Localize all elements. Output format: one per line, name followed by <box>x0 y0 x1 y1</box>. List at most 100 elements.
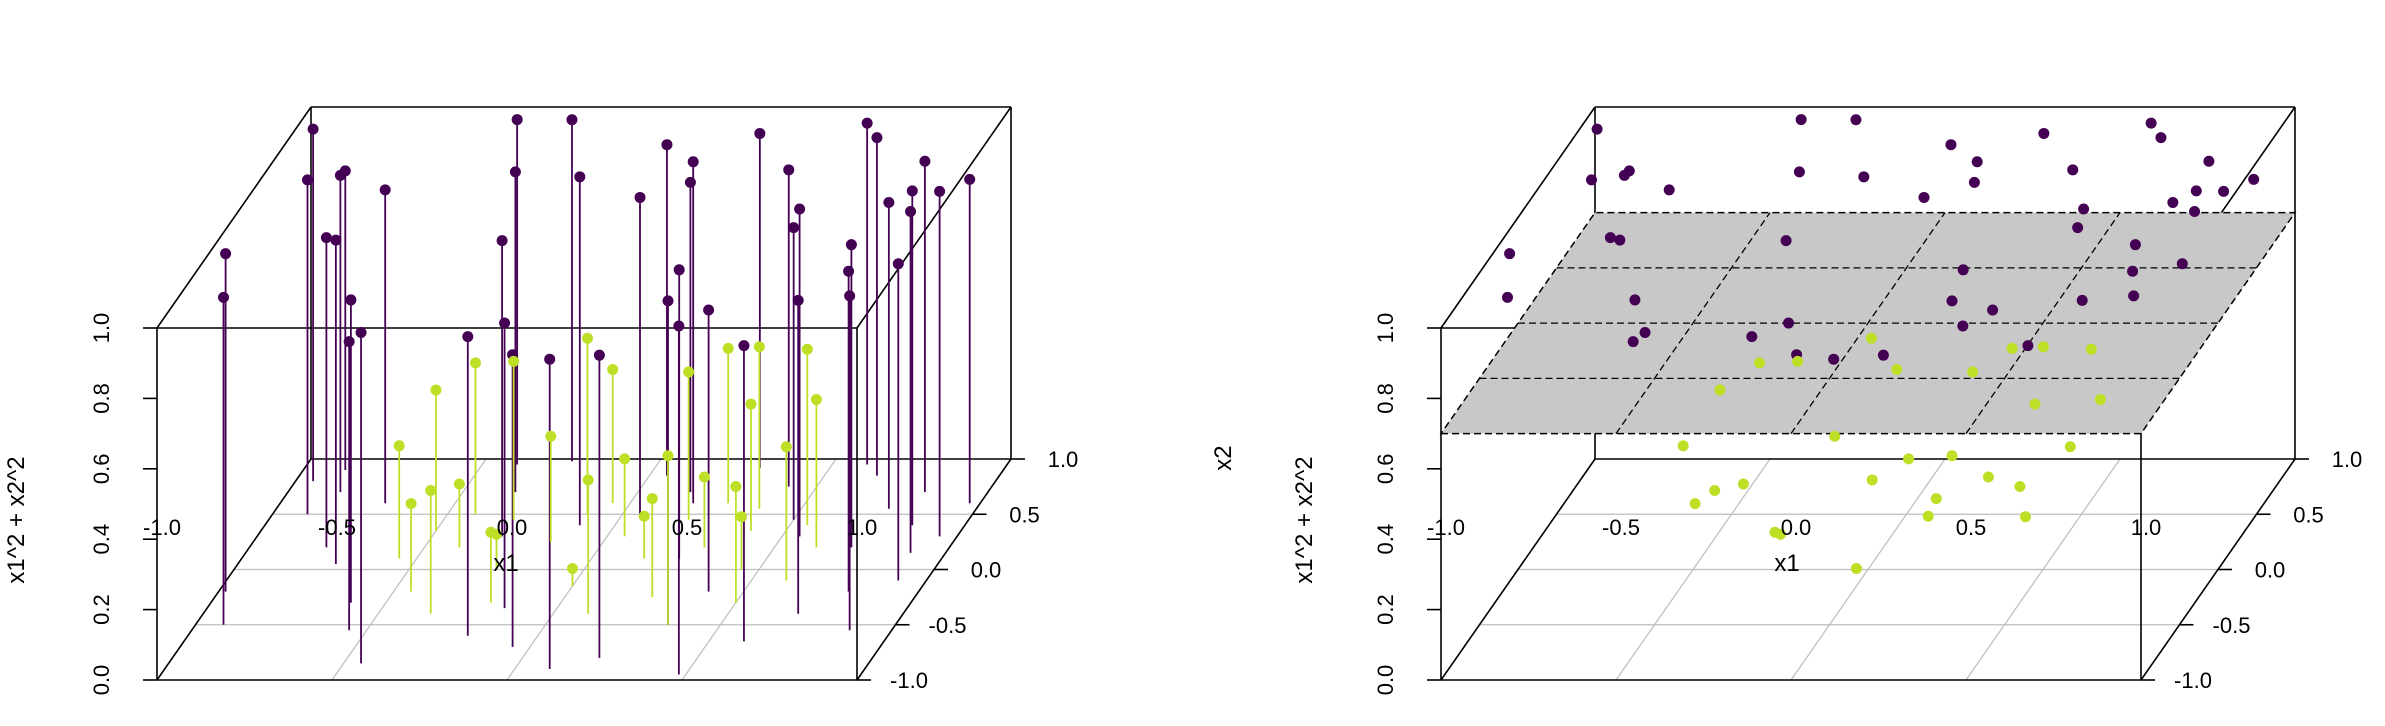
data-point <box>343 336 355 348</box>
data-point <box>844 290 856 302</box>
data-point <box>1957 264 1969 276</box>
data-point <box>1946 295 1958 307</box>
data-point <box>2128 290 2140 302</box>
data-point <box>1866 332 1877 344</box>
data-point <box>2189 205 2201 217</box>
panel-separating-plane: -1.0 -0.5 0.0 0.5 1.0 -1.0 -0.5 0.0 0.5 1.0 0.0 0.2… <box>1210 106 2362 695</box>
z-tick-label: 0.8 <box>89 383 114 414</box>
data-point <box>379 184 391 196</box>
data-point <box>619 453 631 465</box>
z-tick-label: 0.6 <box>1373 454 1398 485</box>
x-tick-label: 0.5 <box>672 515 703 540</box>
data-point <box>1957 320 1969 332</box>
z-tick-label: 0.4 <box>1373 524 1398 555</box>
box-edge <box>1440 106 1596 329</box>
data-point <box>646 493 658 505</box>
x-axis-ticks: -1.0 -0.5 0.0 0.5 1.0 <box>1427 515 2161 540</box>
series-0 <box>218 114 976 675</box>
data-point <box>1829 430 1841 442</box>
box-edge <box>1440 458 1596 681</box>
data-point <box>1629 294 1641 306</box>
data-point <box>1877 349 1889 361</box>
data-point <box>1850 114 1862 126</box>
data-point <box>861 117 873 129</box>
data-point <box>345 294 357 306</box>
z-tick-label: 0.6 <box>89 454 114 485</box>
data-point <box>355 327 367 339</box>
data-point <box>905 205 917 217</box>
data-point <box>964 173 976 185</box>
data-point <box>1982 471 1994 483</box>
data-point <box>736 511 747 523</box>
data-point <box>730 480 742 492</box>
data-point <box>1709 485 1721 496</box>
data-point <box>1930 493 1942 505</box>
data-point <box>662 450 674 462</box>
data-point <box>1623 165 1635 177</box>
grid-line <box>681 458 837 681</box>
data-point <box>1918 191 1930 203</box>
z-tick-label: 0.2 <box>89 594 114 625</box>
data-point <box>1769 526 1781 538</box>
data-point <box>499 317 511 329</box>
x-tick-label: 0.0 <box>497 515 528 540</box>
data-point <box>1946 450 1958 462</box>
z-axis-ticks: 0.0 0.2 0.4 0.6 0.8 1.0 <box>1373 313 1441 695</box>
data-point <box>1792 355 1804 367</box>
y-tick-label: 0.0 <box>971 558 1002 583</box>
data-point <box>1850 562 1862 574</box>
data-point <box>330 234 342 246</box>
data-point <box>1987 304 1999 316</box>
x-tick-label: 1.0 <box>2131 515 2162 540</box>
x-axis-label: x1 <box>493 550 518 577</box>
data-point <box>1614 234 1626 246</box>
z-tick-label: 1.0 <box>1373 313 1398 344</box>
data-point <box>1828 353 1840 365</box>
plane-grid-line <box>1965 212 2121 434</box>
data-point <box>2248 173 2260 185</box>
data-point <box>919 155 931 167</box>
z-axis-ticks: 0.0 0.2 0.4 0.6 0.8 1.0 <box>89 313 157 696</box>
data-point <box>673 264 685 276</box>
data-point <box>801 343 813 355</box>
data-point <box>218 291 229 303</box>
y-tick-label: 0.5 <box>2293 502 2324 527</box>
data-point <box>470 357 481 369</box>
data-point <box>745 398 757 410</box>
panel-drop-lines: -1.0 -0.5 0.0 0.5 1.0 -1.0 -0.5 0.0 0.5 1.0 0.0 0.2… <box>3 106 1078 696</box>
data-point <box>462 331 474 343</box>
z-axis-label: x1^2 + x2^2 <box>3 456 30 583</box>
data-point <box>509 166 521 178</box>
x-tick-label: 0.0 <box>1781 515 1812 540</box>
y-axis-ticks: -1.0 -0.5 0.0 0.5 1.0 <box>2141 447 2362 693</box>
data-point <box>2218 185 2230 197</box>
data-point <box>1780 235 1792 247</box>
data-point <box>1967 366 1979 378</box>
data-point <box>2076 294 2088 306</box>
data-point <box>662 295 674 307</box>
data-point <box>2064 441 2076 453</box>
data-point <box>405 498 417 510</box>
data-point <box>607 363 619 375</box>
data-point <box>1591 123 1603 135</box>
data-point <box>544 353 556 365</box>
y-tick-label: 0.0 <box>2255 558 2286 583</box>
data-point <box>430 384 442 396</box>
data-point <box>425 485 437 496</box>
data-point <box>871 132 883 144</box>
y-tick-label: -1.0 <box>2174 668 2212 693</box>
data-point <box>2155 132 2167 144</box>
data-point <box>1604 232 1616 244</box>
x-tick-label: 1.0 <box>847 515 878 540</box>
data-point <box>2014 480 2026 492</box>
data-point <box>2094 394 2106 406</box>
box-edge <box>156 458 312 681</box>
z-tick-label: 0.0 <box>89 665 114 696</box>
x-axis-label: x1 <box>1774 550 1799 577</box>
box-edge <box>156 106 312 329</box>
y-tick-label: -1.0 <box>890 668 928 693</box>
data-point <box>753 341 765 353</box>
data-point <box>2038 127 2050 139</box>
data-point <box>566 562 578 574</box>
data-point <box>1663 184 1675 196</box>
